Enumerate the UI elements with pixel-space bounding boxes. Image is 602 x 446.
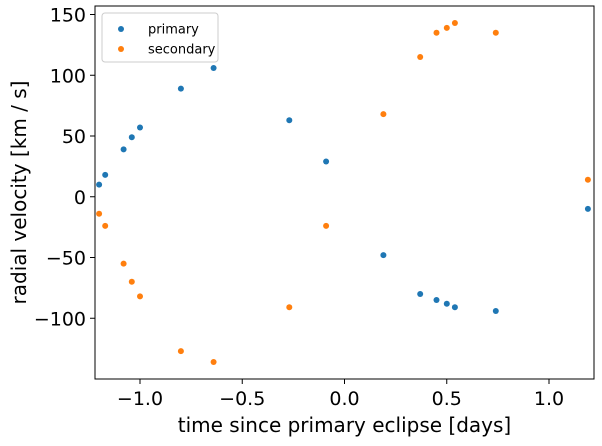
- legend-box: [101, 12, 219, 63]
- point-primary-3: [128, 134, 135, 141]
- point-secondary-15: [584, 176, 591, 183]
- y-tick-label: −50: [46, 248, 86, 270]
- point-secondary-1: [102, 222, 109, 229]
- point-secondary-10: [417, 54, 424, 60]
- point-secondary-12: [443, 24, 450, 31]
- x-axis-label: time since primary eclipse [days]: [178, 413, 512, 437]
- y-tick-label: 50: [62, 126, 86, 148]
- x-tick-label: −1.0: [117, 388, 163, 410]
- point-secondary-8: [323, 222, 330, 229]
- point-secondary-3: [128, 278, 135, 285]
- x-tick-label: −0.5: [219, 388, 265, 410]
- y-tick-label: 100: [50, 65, 86, 87]
- point-primary-15: [584, 205, 591, 212]
- point-primary-7: [286, 117, 293, 124]
- plot-background: [95, 6, 594, 379]
- point-primary-9: [380, 252, 387, 259]
- legend-label-secondary: secondary: [148, 43, 216, 58]
- x-tick-label: 1.0: [534, 388, 564, 410]
- legend: primary secondary: [101, 12, 219, 63]
- x-axis-ticks: −1.0 −0.5 0.0 0.5 1.0: [117, 379, 564, 410]
- point-primary-0: [96, 181, 103, 188]
- point-primary-13: [451, 304, 458, 311]
- point-secondary-14: [492, 29, 499, 36]
- point-secondary-4: [137, 293, 143, 300]
- point-secondary-2: [120, 260, 127, 267]
- point-primary-5: [177, 85, 184, 92]
- point-secondary-0: [96, 210, 103, 217]
- point-primary-14: [492, 308, 499, 314]
- legend-label-primary: primary: [148, 23, 199, 38]
- point-secondary-7: [286, 304, 293, 311]
- y-axis-ticks: −100 −50 0 50 100 150: [34, 5, 95, 330]
- point-secondary-13: [451, 20, 458, 26]
- y-tick-label: 0: [74, 187, 86, 209]
- y-axis-label: radial velocity [km / s]: [7, 81, 31, 305]
- legend-marker-primary: [118, 26, 124, 32]
- point-primary-4: [137, 124, 143, 131]
- point-secondary-5: [177, 348, 184, 355]
- point-primary-1: [102, 171, 109, 178]
- point-primary-8: [323, 158, 330, 165]
- y-tick-label: 150: [50, 5, 86, 27]
- data-points: [96, 20, 591, 365]
- point-primary-2: [120, 146, 127, 153]
- point-secondary-9: [380, 111, 387, 118]
- point-secondary-6: [210, 359, 217, 365]
- point-primary-6: [210, 65, 217, 71]
- point-primary-10: [417, 291, 424, 297]
- point-secondary-11: [433, 29, 440, 36]
- x-tick-label: 0.5: [432, 388, 462, 410]
- legend-marker-secondary: [118, 46, 124, 52]
- point-primary-11: [433, 297, 440, 303]
- y-tick-label: −100: [34, 308, 86, 330]
- point-primary-12: [443, 300, 450, 307]
- x-tick-label: 0.0: [329, 388, 359, 410]
